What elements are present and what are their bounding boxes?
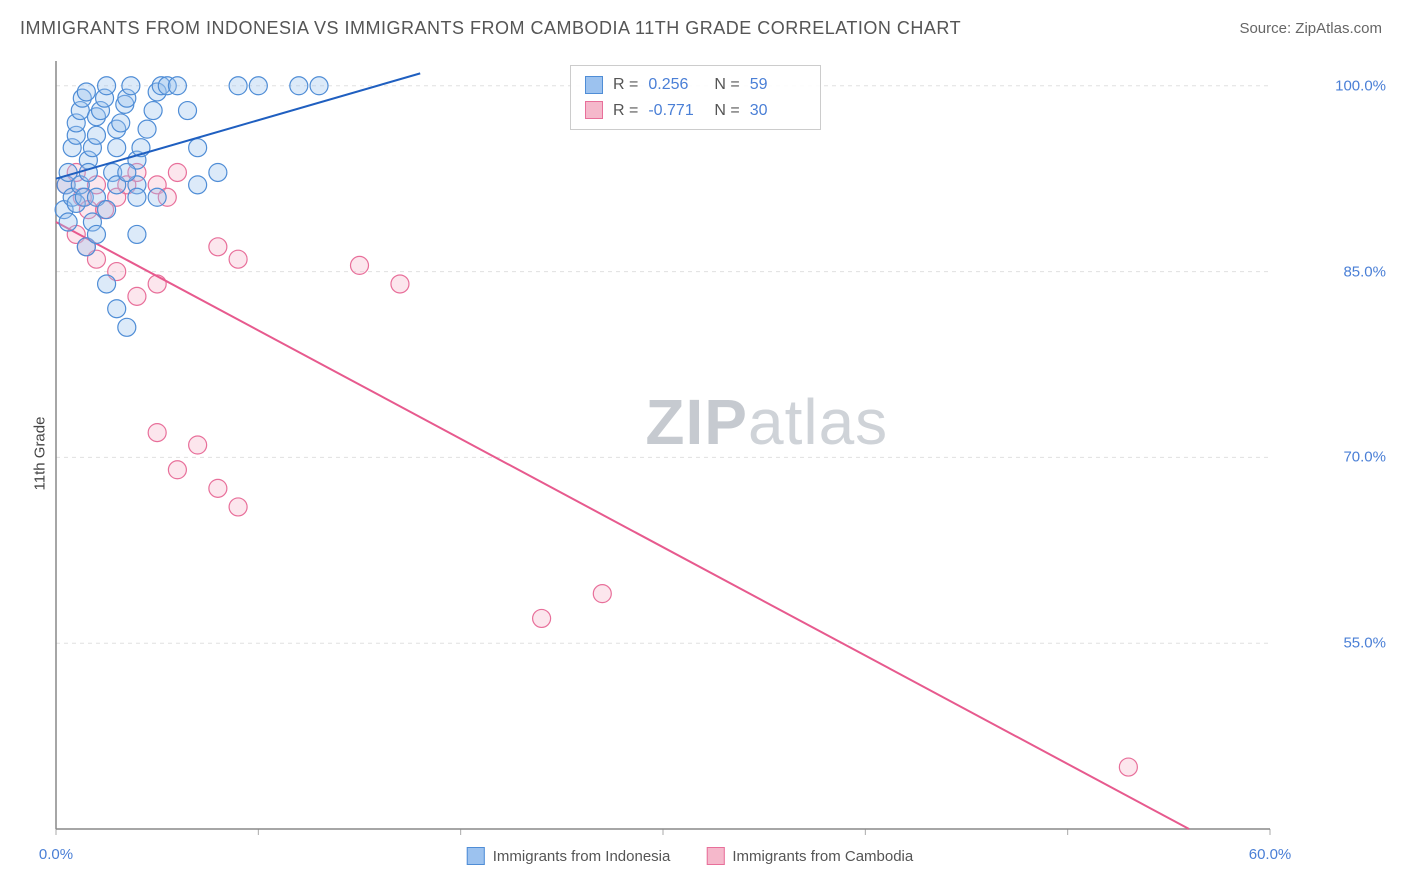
n-value-indonesia: 59 — [750, 72, 806, 98]
source-label: Source: ZipAtlas.com — [1239, 20, 1382, 37]
chart-title: IMMIGRANTS FROM INDONESIA VS IMMIGRANTS … — [20, 18, 961, 39]
xtick-label: 0.0% — [39, 846, 73, 863]
watermark-light: atlas — [748, 386, 888, 458]
legend-item-indonesia: Immigrants from Indonesia — [467, 847, 671, 865]
watermark-bold: ZIP — [645, 386, 748, 458]
r-label: R = — [613, 72, 638, 98]
r-value-indonesia: 0.256 — [648, 72, 704, 98]
n-label: N = — [714, 98, 739, 124]
n-label: N = — [714, 72, 739, 98]
legend-item-cambodia: Immigrants from Cambodia — [706, 847, 913, 865]
ytick-label: 100.0% — [1335, 77, 1386, 94]
swatch-indonesia — [467, 847, 485, 865]
r-label: R = — [613, 98, 638, 124]
xtick-label: 60.0% — [1249, 846, 1292, 863]
stats-row-indonesia: R = 0.256 N = 59 — [585, 72, 806, 98]
ytick-label: 85.0% — [1343, 263, 1386, 280]
r-value-cambodia: -0.771 — [648, 98, 704, 124]
legend-label-indonesia: Immigrants from Indonesia — [493, 848, 671, 865]
ytick-label: 70.0% — [1343, 449, 1386, 466]
n-value-cambodia: 30 — [750, 98, 806, 124]
swatch-indonesia — [585, 76, 603, 94]
stats-legend: R = 0.256 N = 59 R = -0.771 N = 30 — [570, 65, 821, 130]
swatch-cambodia — [585, 101, 603, 119]
chart-area: 11th Grade ZIPatlas R = 0.256 N = 59 R =… — [50, 55, 1330, 835]
stats-row-cambodia: R = -0.771 N = 30 — [585, 98, 806, 124]
watermark: ZIPatlas — [645, 385, 888, 459]
legend-label-cambodia: Immigrants from Cambodia — [732, 848, 913, 865]
y-axis-label: 11th Grade — [32, 417, 49, 491]
swatch-cambodia — [706, 847, 724, 865]
legend-bottom: Immigrants from Indonesia Immigrants fro… — [467, 847, 913, 865]
ytick-label: 55.0% — [1343, 635, 1386, 652]
